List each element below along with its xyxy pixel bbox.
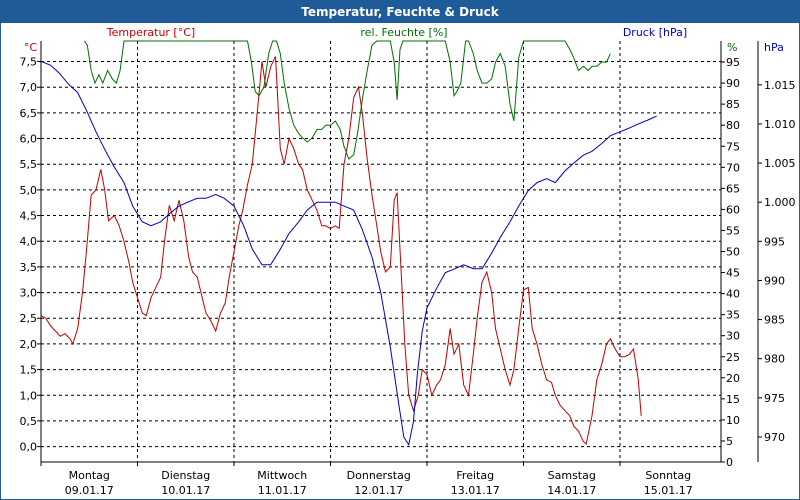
humidity-tick-label: 25	[726, 351, 740, 364]
chart-series	[40, 40, 657, 447]
temperature-tick-label: 3,5	[20, 261, 38, 274]
grid-lines	[41, 41, 721, 462]
humidity-unit-label: %	[727, 41, 737, 54]
x-tick-label-day: Montag	[69, 469, 110, 482]
temperature-tick-label: 4,5	[20, 210, 38, 223]
x-tick-label-date: 12.01.17	[354, 484, 403, 497]
x-tick-label-date: 13.01.17	[451, 484, 500, 497]
pressure-tick-label: 990	[764, 274, 785, 287]
x-tick-label-day: Sonntag	[645, 469, 691, 482]
humidity-tick-label: 35	[726, 309, 740, 322]
temperature-tick-label: 5,0	[20, 184, 38, 197]
humidity-tick-label: 20	[726, 372, 740, 385]
temperature-tick-label: 7,0	[20, 81, 38, 94]
window-title: Temperatur, Feuchte & Druck	[1, 1, 799, 23]
humidity-tick-label: 85	[726, 98, 740, 111]
humidity-tick-label: 55	[726, 224, 740, 237]
x-tick-label-day: Samstag	[548, 469, 596, 482]
humidity-tick-label: 80	[726, 119, 740, 132]
temperature-tick-label: 6,0	[20, 133, 38, 146]
axis-labels: 0,0 0,5 1,0 1,5 2,0 2,5 3,0 3,5 4,0 4,5 5,0 5,5 6,0 6…	[20, 26, 796, 497]
pressure-axis-title: Druck [hPa]	[623, 26, 687, 39]
temperature-tick-label: 2,5	[20, 312, 38, 325]
temperature-tick-label: 0,0	[20, 441, 38, 454]
pressure-tick-label: 1.015	[764, 79, 796, 92]
temperature-tick-label: 5,5	[20, 158, 38, 171]
pressure-tick-label: 1.010	[764, 118, 796, 131]
humidity-tick-label: 45	[726, 267, 740, 280]
temperature-tick-label: 0,5	[20, 415, 38, 428]
pressure-tick-label: 1.000	[764, 196, 796, 209]
humidity-tick-label: 50	[726, 246, 740, 259]
x-tick-label-day: Freitag	[456, 469, 494, 482]
humidity-series-line	[83, 40, 611, 160]
temperature-tick-label: 6,5	[20, 107, 38, 120]
x-tick-label-day: Donnerstag	[347, 469, 411, 482]
humidity-tick-label: 10	[726, 414, 740, 427]
pressure-series-line	[40, 60, 657, 447]
temperature-tick-label: 1,0	[20, 389, 38, 402]
humidity-tick-label: 30	[726, 330, 740, 343]
x-tick-label-date: 14.01.17	[547, 484, 596, 497]
temperature-series-line	[40, 56, 642, 445]
humidity-tick-label: 75	[726, 140, 740, 153]
chart-axes	[37, 41, 762, 466]
humidity-tick-label: 60	[726, 203, 740, 216]
humidity-tick-label: 5	[726, 435, 733, 448]
temperature-tick-label: 2,0	[20, 338, 38, 351]
humidity-tick-label: 70	[726, 161, 740, 174]
x-tick-label-date: 15.01.17	[644, 484, 693, 497]
pressure-unit-label: hPa	[764, 41, 784, 54]
humidity-tick-label: 95	[726, 56, 740, 69]
x-tick-label-date: 10.01.17	[161, 484, 210, 497]
x-tick-label-date: 09.01.17	[65, 484, 114, 497]
temperature-tick-label: 1,5	[20, 364, 38, 377]
pressure-tick-label: 970	[764, 431, 785, 444]
humidity-tick-label: 15	[726, 393, 740, 406]
x-tick-label-date: 11.01.17	[258, 484, 307, 497]
x-tick-label-day: Mittwoch	[257, 469, 307, 482]
pressure-tick-label: 975	[764, 392, 785, 405]
temperature-tick-label: 4,0	[20, 235, 38, 248]
humidity-tick-label: 65	[726, 182, 740, 195]
pressure-tick-label: 995	[764, 235, 785, 248]
humidity-tick-label: 40	[726, 288, 740, 301]
x-tick-label-day: Dienstag	[161, 469, 210, 482]
pressure-tick-label: 1.005	[764, 157, 796, 170]
temperature-tick-label: 7,5	[20, 56, 38, 69]
humidity-tick-label: 90	[726, 77, 740, 90]
pressure-tick-label: 985	[764, 314, 785, 327]
temperature-axis-title: Temperatur [°C]	[106, 26, 195, 39]
temperature-tick-label: 3,0	[20, 287, 38, 300]
humidity-tick-label: 0	[726, 456, 733, 469]
temperature-unit-label: °C	[24, 41, 38, 54]
humidity-axis-title: rel. Feuchte [%]	[360, 26, 447, 39]
pressure-tick-label: 980	[764, 353, 785, 366]
